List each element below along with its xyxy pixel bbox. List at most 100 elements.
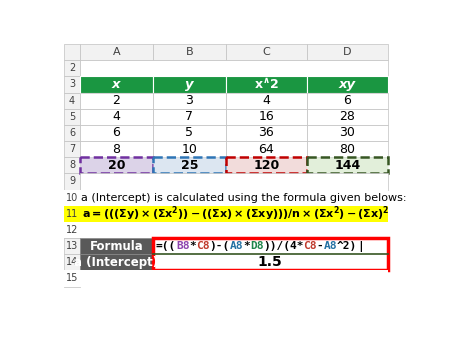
Bar [80, 173, 388, 189]
Text: a (Intercept): a (Intercept) [74, 256, 158, 269]
Bar [64, 270, 388, 287]
Bar [153, 125, 226, 141]
Text: 15: 15 [66, 274, 78, 284]
Text: 6: 6 [112, 126, 120, 139]
Bar [153, 238, 388, 254]
Bar [64, 60, 80, 76]
Text: A: A [112, 47, 120, 57]
Text: 11: 11 [66, 209, 78, 219]
Text: |: | [357, 241, 364, 252]
Text: C8: C8 [303, 241, 317, 251]
Text: $\mathbf{x^{\wedge}2}$: $\mathbf{x^{\wedge}2}$ [254, 77, 279, 92]
Text: C8: C8 [196, 241, 210, 251]
Text: 5: 5 [185, 126, 193, 139]
Text: *: * [190, 241, 196, 251]
Text: x: x [112, 78, 120, 91]
Text: 8: 8 [112, 143, 120, 156]
Bar [153, 157, 226, 173]
Bar [64, 206, 80, 222]
Bar [226, 44, 307, 60]
Text: 10: 10 [66, 193, 78, 202]
Text: 3: 3 [69, 79, 75, 90]
Bar [80, 109, 153, 125]
Text: 4: 4 [69, 96, 75, 105]
Text: 20: 20 [108, 159, 125, 172]
Text: 120: 120 [253, 159, 280, 172]
Text: 9: 9 [69, 176, 75, 187]
Text: C: C [263, 47, 270, 57]
Text: 1.5: 1.5 [258, 255, 283, 269]
Bar [80, 141, 153, 157]
Bar [64, 222, 388, 238]
Text: 28: 28 [339, 110, 355, 123]
Bar [64, 109, 80, 125]
Text: 8: 8 [69, 160, 75, 170]
Bar [226, 109, 307, 125]
Text: 2: 2 [112, 94, 120, 107]
Text: 13: 13 [66, 241, 78, 251]
Bar [80, 238, 153, 254]
Text: 14: 14 [66, 257, 78, 267]
Bar [64, 189, 388, 206]
Text: A8: A8 [230, 241, 243, 251]
Text: 7: 7 [69, 144, 75, 154]
Bar [64, 157, 80, 173]
Bar [80, 125, 153, 141]
Bar [226, 76, 307, 92]
Text: xy: xy [339, 78, 356, 91]
Bar [80, 76, 153, 92]
Bar [64, 125, 80, 141]
Bar [226, 92, 307, 109]
Bar [64, 44, 80, 60]
Text: 30: 30 [339, 126, 355, 139]
Bar [153, 238, 388, 270]
Text: 6: 6 [343, 94, 351, 107]
Text: D8: D8 [250, 241, 263, 251]
Text: )-(: )-( [210, 241, 230, 251]
Text: 4: 4 [112, 110, 120, 123]
Text: =((: =(( [156, 241, 176, 251]
Bar [64, 222, 80, 238]
Text: 144: 144 [334, 159, 360, 172]
Bar [153, 109, 226, 125]
Text: 7: 7 [185, 110, 193, 123]
Bar [153, 92, 226, 109]
Bar [64, 238, 80, 254]
Text: A8: A8 [324, 241, 337, 251]
Bar [307, 109, 388, 125]
Bar [80, 44, 153, 60]
Text: 16: 16 [258, 110, 274, 123]
Bar [307, 141, 388, 157]
Text: B: B [186, 47, 193, 57]
Text: 3: 3 [185, 94, 193, 107]
Bar [64, 189, 80, 206]
Bar [153, 76, 226, 92]
Bar [80, 254, 153, 270]
Bar [80, 60, 388, 76]
Bar [307, 44, 388, 60]
Text: B8: B8 [176, 241, 190, 251]
Bar [80, 92, 153, 109]
Text: y: y [185, 78, 194, 91]
Bar [226, 157, 307, 173]
Bar [226, 125, 307, 141]
Text: Formula: Formula [90, 240, 143, 253]
Bar [64, 206, 388, 222]
Text: 12: 12 [66, 225, 78, 235]
Text: 64: 64 [258, 143, 274, 156]
Bar [153, 44, 226, 60]
Text: a (Intercept) is calculated using the formula given belows:: a (Intercept) is calculated using the fo… [81, 193, 407, 202]
Bar [64, 76, 80, 92]
Text: *: * [243, 241, 250, 251]
Text: -: - [317, 241, 324, 251]
Text: 2: 2 [69, 63, 75, 73]
Bar [307, 76, 388, 92]
Text: 4: 4 [263, 94, 270, 107]
Text: 36: 36 [258, 126, 274, 139]
Bar [226, 141, 307, 157]
Bar [80, 157, 153, 173]
Text: ^2): ^2) [337, 241, 357, 251]
Text: D: D [343, 47, 352, 57]
Bar [153, 141, 226, 157]
Text: 25: 25 [181, 159, 198, 172]
